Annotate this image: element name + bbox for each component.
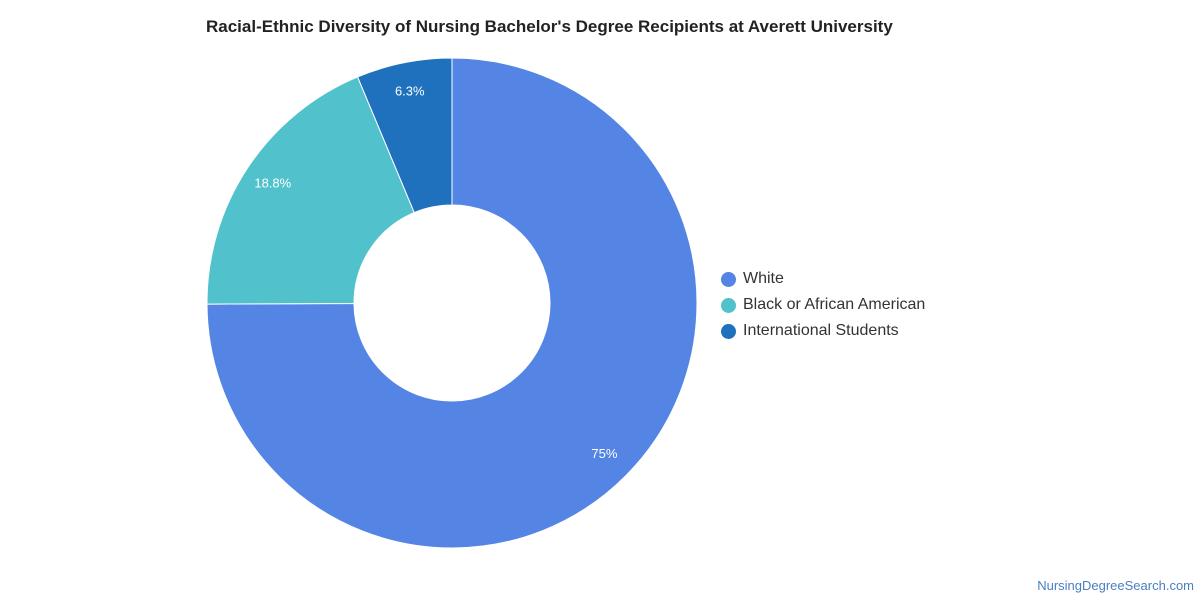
slice-label-international-students: 6.3% <box>395 84 425 99</box>
source-credit-link[interactable]: NursingDegreeSearch.com <box>1037 578 1194 593</box>
chart-legend: White Black or African American Internatio… <box>721 266 925 344</box>
legend-label: Black or African American <box>743 296 926 313</box>
slice-white[interactable] <box>206 57 698 549</box>
slice-label-black-or-african-american: 18.8% <box>254 176 291 191</box>
legend-item-international-students[interactable]: International Students <box>721 318 925 344</box>
slice-black-or-african-american[interactable] <box>206 76 415 305</box>
legend-item-white[interactable]: White <box>721 266 925 292</box>
slice-international-students[interactable] <box>356 57 453 214</box>
legend-label: White <box>743 270 784 287</box>
chart-title: Racial-Ethnic Diversity of Nursing Bache… <box>206 17 893 36</box>
slice-label-white: 75% <box>591 446 617 461</box>
legend-swatch <box>721 271 736 287</box>
legend-swatch <box>721 323 736 339</box>
legend-swatch <box>721 297 736 313</box>
legend-label: International Students <box>743 322 899 339</box>
legend-item-black-or-african-american[interactable]: Black or African American <box>721 292 925 318</box>
